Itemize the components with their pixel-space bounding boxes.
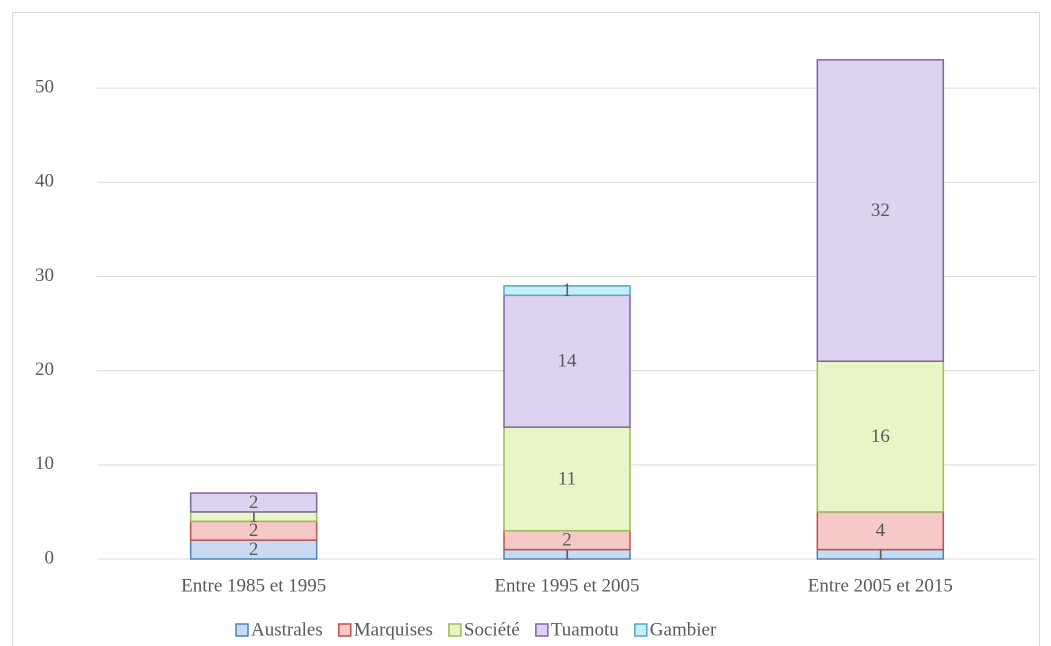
y-tick-label: 50 xyxy=(35,76,54,97)
legend-swatch xyxy=(448,623,462,637)
x-tick-label: Entre 1995 et 2005 xyxy=(494,575,639,596)
legend-swatch xyxy=(535,623,549,637)
data-label: 2 xyxy=(249,520,259,541)
legend-swatch xyxy=(235,623,249,637)
data-label: 2 xyxy=(249,492,259,513)
data-label: 32 xyxy=(871,200,890,221)
legend-swatch xyxy=(634,623,648,637)
y-tick-label: 30 xyxy=(35,265,54,286)
bar-segment xyxy=(503,294,631,428)
legend-swatch xyxy=(338,623,352,637)
data-label: 11 xyxy=(558,468,576,489)
bar-segment xyxy=(189,492,318,513)
x-tick-label: Entre 1985 et 1995 xyxy=(181,575,326,596)
data-label: 2 xyxy=(249,539,259,560)
data-label: 2 xyxy=(562,530,572,551)
y-tick-label: 20 xyxy=(35,359,54,380)
data-label: 16 xyxy=(871,426,890,447)
y-tick-label: 0 xyxy=(45,547,55,568)
bar-segment xyxy=(816,511,945,551)
legend-label: Marquises xyxy=(354,619,433,640)
x-tick-label: Entre 2005 et 2015 xyxy=(808,575,953,596)
legend-label: Tuamotu xyxy=(551,619,619,640)
data-label: 1 xyxy=(249,506,259,527)
bar-segment xyxy=(816,59,945,362)
data-label: 14 xyxy=(558,351,578,372)
legend-label: Australes xyxy=(251,619,323,640)
bar-segment xyxy=(503,285,631,297)
legend-label: Société xyxy=(464,619,520,640)
y-tick-label: 40 xyxy=(35,171,54,192)
data-label: 4 xyxy=(876,520,886,541)
data-label: 1 xyxy=(876,544,886,565)
y-tick-label: 10 xyxy=(35,453,54,474)
bar-segment xyxy=(503,426,631,532)
legend-label: Gambier xyxy=(650,619,717,640)
data-label: 1 xyxy=(562,280,572,301)
data-label: 1 xyxy=(562,544,572,565)
